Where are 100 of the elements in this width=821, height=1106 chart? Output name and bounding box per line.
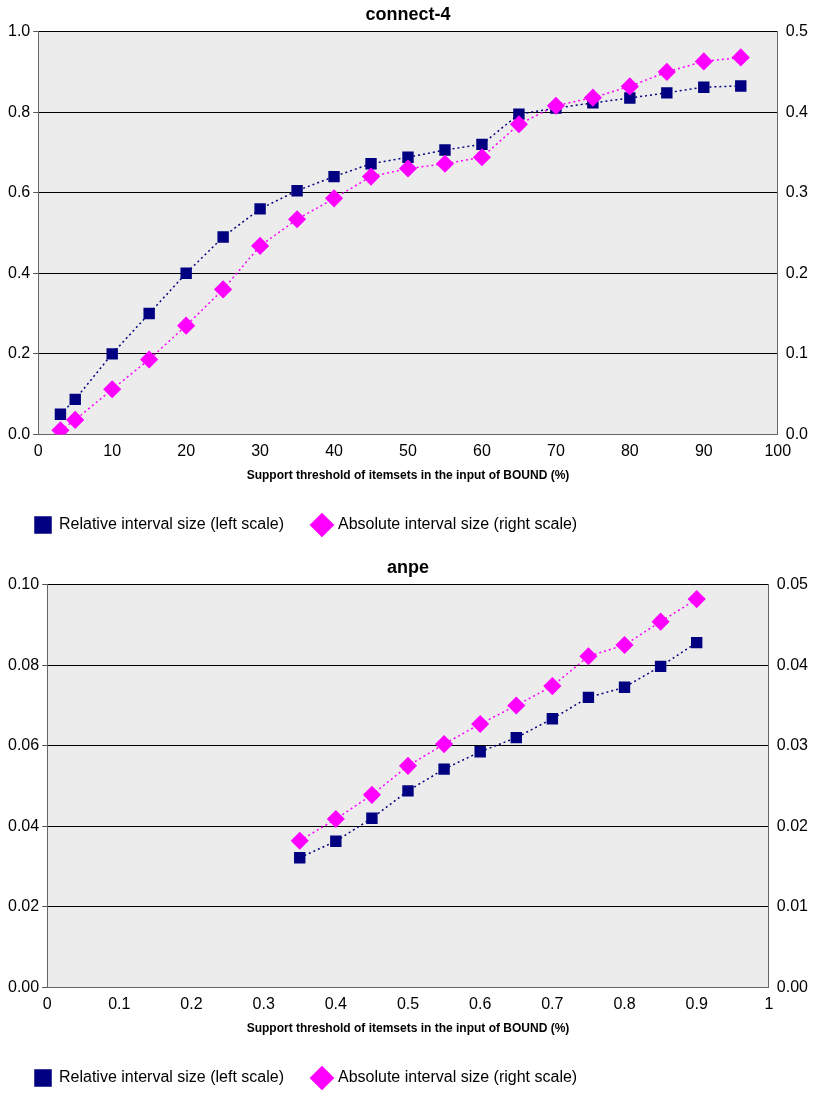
point	[328, 170, 340, 183]
point	[177, 316, 195, 335]
legend-label: Relative interval size (left scale)	[59, 515, 284, 533]
x-tick-label: 0.4	[324, 995, 348, 1013]
point	[661, 87, 673, 99]
y2-tick-label: 0.04	[776, 655, 809, 673]
y-tick-label: 1.0	[7, 22, 31, 40]
point	[579, 647, 598, 666]
point	[54, 408, 67, 420]
x-axis-title: Support threshold of itemsets in the input of BOUND (%)	[246, 468, 570, 483]
point	[624, 92, 636, 104]
point	[658, 63, 676, 81]
point	[547, 96, 565, 115]
point	[582, 691, 595, 704]
point	[254, 203, 266, 215]
point	[690, 636, 703, 649]
y-tick-label: 0.04	[8, 816, 40, 834]
point	[69, 393, 81, 406]
y-tick-label: 0.10	[8, 575, 40, 593]
x-tick-label: 20	[177, 442, 196, 460]
x-tick-label: 0.9	[685, 995, 708, 1013]
y2-tick-label: 0.5	[785, 22, 809, 40]
point	[366, 812, 378, 824]
y2-tick-label: 0.05	[776, 575, 809, 593]
chart-title: connect-4	[365, 3, 451, 24]
point	[365, 158, 377, 170]
legend-label: Relative interval size (left scale)	[59, 1068, 284, 1086]
point	[732, 48, 750, 67]
x-tick-label: 1	[764, 995, 774, 1013]
point	[618, 681, 631, 694]
y2-tick-label: 0.0	[785, 424, 809, 442]
point	[106, 348, 118, 360]
x-tick-label: 60	[473, 442, 491, 460]
point	[735, 80, 747, 92]
point	[543, 677, 562, 695]
y2-tick-label: 0.01	[776, 897, 809, 915]
x-tick-label: 40	[325, 442, 344, 460]
x-tick-label: 0	[42, 995, 52, 1013]
point	[615, 636, 634, 654]
y-tick-label: 0.00	[8, 977, 40, 995]
point	[698, 81, 710, 93]
x-tick-label: 0.6	[469, 995, 492, 1013]
point	[439, 144, 451, 156]
point	[687, 590, 706, 608]
point	[325, 189, 343, 208]
point	[291, 185, 303, 197]
x-axis-title: Support threshold of itemsets in the input of BOUND (%)	[246, 1021, 570, 1036]
point	[473, 148, 491, 167]
point	[546, 713, 559, 725]
y-tick-label: 0.02	[8, 897, 40, 915]
point	[290, 832, 309, 850]
point	[621, 77, 639, 96]
point	[435, 735, 453, 753]
point	[214, 280, 232, 299]
y-tick-label: 0.08	[8, 655, 40, 673]
x-tick-label: 0.1	[108, 995, 131, 1013]
y-tick-label: 0.4	[7, 263, 31, 281]
x-tick-label: 0.8	[613, 995, 636, 1013]
y2-tick-label: 0.03	[776, 736, 809, 754]
point	[510, 115, 528, 133]
point	[330, 835, 342, 847]
point	[251, 237, 269, 255]
point	[471, 715, 489, 733]
point	[363, 786, 381, 804]
x-tick-label: 10	[103, 442, 122, 460]
point	[584, 88, 602, 107]
point	[217, 231, 229, 243]
point	[402, 151, 414, 163]
x-tick-label: 0.2	[180, 995, 203, 1013]
point	[288, 210, 306, 229]
y-tick-label: 0.2	[7, 344, 31, 362]
point	[399, 159, 417, 178]
x-tick-label: 80	[620, 442, 639, 460]
point	[476, 138, 488, 151]
x-tick-label: 30	[251, 442, 270, 460]
point	[66, 411, 84, 429]
point	[695, 52, 713, 71]
x-tick-label: 50	[399, 442, 417, 460]
y-tick-label: 0.8	[7, 102, 31, 120]
y2-tick-label: 0.00	[776, 977, 809, 995]
point	[143, 307, 155, 320]
point	[362, 167, 380, 186]
y2-tick-label: 0.1	[785, 344, 809, 362]
point	[180, 267, 192, 279]
point	[474, 746, 486, 758]
point	[438, 763, 450, 775]
x-tick-label: 70	[547, 442, 565, 460]
x-tick-label: 0.7	[541, 995, 564, 1013]
x-tick-label: 0.3	[252, 995, 275, 1013]
point	[140, 350, 158, 369]
chart-title: anpe	[386, 556, 430, 577]
point	[510, 731, 522, 744]
point	[436, 154, 454, 173]
point	[654, 660, 667, 673]
x-tick-label: 0.5	[396, 995, 420, 1013]
y2-tick-label: 0.3	[785, 183, 809, 201]
point	[103, 380, 121, 399]
point	[507, 696, 526, 715]
y-tick-label: 0.0	[7, 424, 31, 442]
y2-tick-label: 0.02	[776, 816, 809, 834]
